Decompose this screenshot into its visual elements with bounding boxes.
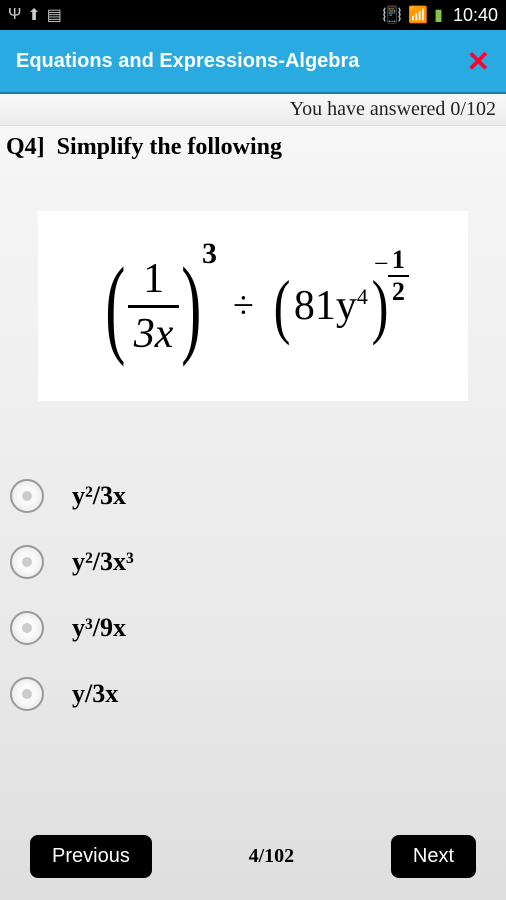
sd-icon: ▤: [47, 5, 62, 25]
question-number: Q4]: [6, 134, 45, 160]
option-row[interactable]: y/3x: [10, 661, 496, 727]
option-label: y³/9x: [72, 613, 126, 643]
status-bar: Ψ ⬆ ▤ 📳 📶 ▮ 10:40: [0, 0, 506, 30]
content-area: Q4] Simplify the following ( 1 3x ) 3 ÷ …: [0, 126, 506, 900]
upload-icon: ⬆: [27, 5, 40, 25]
close-icon[interactable]: ✕: [467, 45, 490, 78]
question-formula: ( 1 3x ) 3 ÷ ( 81y4 ) − 1 2: [38, 211, 468, 401]
next-button[interactable]: Next: [391, 835, 476, 878]
page-indicator: 4/102: [249, 845, 295, 868]
right-base: 81y: [294, 283, 357, 329]
vibrate-icon: 📳: [382, 5, 402, 25]
progress-text: You have answered 0/102: [0, 94, 506, 126]
option-label: y²/3x³: [72, 547, 134, 577]
option-row[interactable]: y³/9x: [10, 595, 496, 661]
answer-options: y²/3x y²/3x³ y³/9x y/3x: [0, 463, 506, 727]
radio-button[interactable]: [10, 677, 44, 711]
option-label: y/3x: [72, 679, 118, 709]
previous-button[interactable]: Previous: [30, 835, 152, 878]
radio-button[interactable]: [10, 545, 44, 579]
usb-icon: Ψ: [8, 6, 21, 24]
question-text: Simplify the following: [57, 134, 282, 160]
signal-icon: 📶: [408, 5, 428, 25]
question-prompt: Q4] Simplify the following: [0, 126, 506, 171]
title-bar: Equations and Expressions-Algebra ✕: [0, 30, 506, 94]
left-exponent: 3: [202, 237, 217, 271]
radio-button[interactable]: [10, 611, 44, 645]
radio-button[interactable]: [10, 479, 44, 513]
right-exp-num: 1: [388, 245, 409, 275]
right-exp-den: 2: [388, 277, 409, 307]
option-row[interactable]: y²/3x³: [10, 529, 496, 595]
right-inner-exp: 4: [357, 284, 368, 309]
clock: 10:40: [453, 5, 498, 26]
option-row[interactable]: y²/3x: [10, 463, 496, 529]
frac-numerator: 1: [133, 255, 174, 305]
frac-denominator: 3x: [128, 308, 180, 358]
divide-op: ÷: [233, 284, 254, 328]
option-label: y²/3x: [72, 481, 126, 511]
battery-icon: ▮: [434, 5, 443, 25]
nav-bar: Previous 4/102 Next: [0, 830, 506, 900]
page-title: Equations and Expressions-Algebra: [16, 50, 359, 73]
